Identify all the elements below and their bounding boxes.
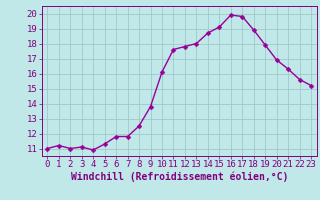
- X-axis label: Windchill (Refroidissement éolien,°C): Windchill (Refroidissement éolien,°C): [70, 172, 288, 182]
